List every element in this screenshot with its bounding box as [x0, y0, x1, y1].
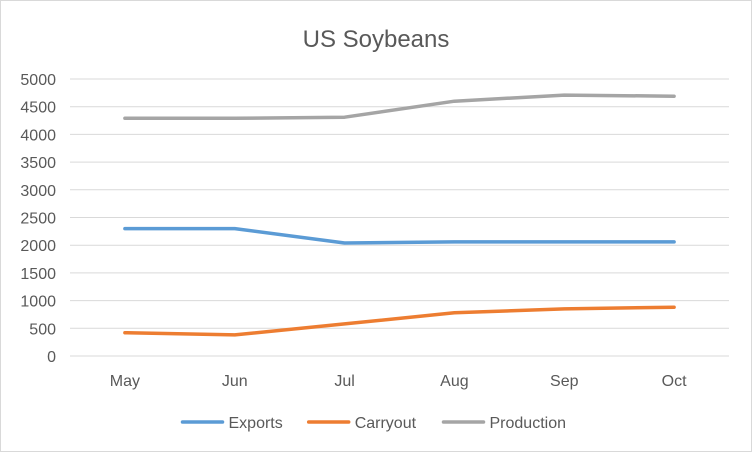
- legend-label: Carryout: [355, 415, 417, 432]
- y-tick-label: 4500: [20, 100, 56, 117]
- y-tick-label: 3500: [20, 155, 56, 172]
- y-tick-label: 1000: [20, 294, 56, 311]
- chart-title: US Soybeans: [303, 26, 450, 53]
- x-tick-label: May: [110, 373, 140, 390]
- y-tick-label: 1500: [20, 266, 56, 283]
- series-lines: [123, 93, 676, 337]
- y-tick-label: 2000: [20, 238, 56, 255]
- y-axis-ticks: 0 500 1000 1500 2000 2500 3000 3500 4000 4500 5000: [20, 72, 56, 366]
- y-tick-label: 3000: [20, 183, 56, 200]
- x-tick-label: Aug: [440, 373, 468, 390]
- y-tick-label: 4000: [20, 127, 56, 144]
- x-tick-label: Oct: [662, 373, 687, 390]
- legend-item-carryout: Carryout: [306, 415, 417, 432]
- x-tick-label: Jun: [222, 373, 248, 390]
- y-tick-label: 2500: [20, 211, 56, 228]
- series-line-carryout: [123, 305, 676, 337]
- x-axis-ticks: May Jun Jul Aug Sep Oct: [110, 373, 687, 390]
- legend-label: Production: [490, 415, 567, 432]
- y-tick-label: 5000: [20, 72, 56, 89]
- legend-label: Exports: [229, 415, 283, 432]
- x-tick-label: Sep: [550, 373, 579, 390]
- legend-item-production: Production: [441, 415, 567, 432]
- x-tick-label: Jul: [334, 373, 354, 390]
- y-tick-label: 500: [29, 321, 56, 338]
- legend-item-exports: Exports: [180, 415, 283, 432]
- gridlines: [70, 78, 729, 357]
- series-line-exports: [123, 226, 676, 245]
- legend: Exports Carryout Production: [180, 415, 567, 432]
- series-line-production: [123, 93, 676, 121]
- y-tick-label: 0: [47, 349, 56, 366]
